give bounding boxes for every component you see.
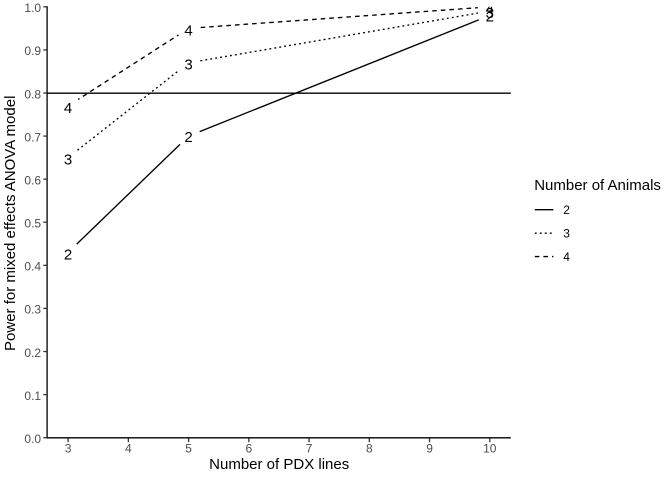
svg-text:4: 4 xyxy=(64,100,72,117)
svg-text:0.6: 0.6 xyxy=(24,173,41,187)
svg-text:2: 2 xyxy=(486,8,494,25)
svg-text:0.1: 0.1 xyxy=(24,389,41,403)
svg-text:3: 3 xyxy=(563,227,570,241)
svg-text:0.4: 0.4 xyxy=(24,260,41,274)
svg-text:4: 4 xyxy=(125,441,132,455)
svg-text:3: 3 xyxy=(184,57,192,74)
svg-text:0.3: 0.3 xyxy=(24,303,41,317)
svg-text:4: 4 xyxy=(184,22,192,39)
svg-text:0.5: 0.5 xyxy=(24,217,41,231)
svg-text:Number of Animals: Number of Animals xyxy=(534,177,661,194)
svg-text:0.7: 0.7 xyxy=(24,130,41,144)
svg-text:0.9: 0.9 xyxy=(24,44,41,58)
svg-text:4: 4 xyxy=(563,250,570,264)
svg-text:3: 3 xyxy=(486,5,494,22)
svg-text:Power for mixed effects ANOVA: Power for mixed effects ANOVA model xyxy=(2,96,19,351)
svg-text:7: 7 xyxy=(306,441,313,455)
svg-text:2: 2 xyxy=(184,129,192,146)
svg-text:8: 8 xyxy=(366,441,373,455)
svg-text:10: 10 xyxy=(483,441,497,455)
svg-text:9: 9 xyxy=(426,441,433,455)
svg-text:2: 2 xyxy=(64,246,72,263)
svg-text:5: 5 xyxy=(185,441,192,455)
svg-text:1.0: 1.0 xyxy=(24,1,41,15)
svg-text:0.0: 0.0 xyxy=(24,432,41,446)
svg-text:3: 3 xyxy=(64,152,72,169)
svg-text:0.2: 0.2 xyxy=(24,346,41,360)
svg-text:4: 4 xyxy=(486,1,494,18)
svg-text:6: 6 xyxy=(245,441,252,455)
svg-text:2: 2 xyxy=(563,203,570,217)
svg-text:3: 3 xyxy=(65,441,72,455)
svg-text:Number of PDX lines: Number of PDX lines xyxy=(209,456,349,473)
svg-text:0.8: 0.8 xyxy=(24,87,41,101)
